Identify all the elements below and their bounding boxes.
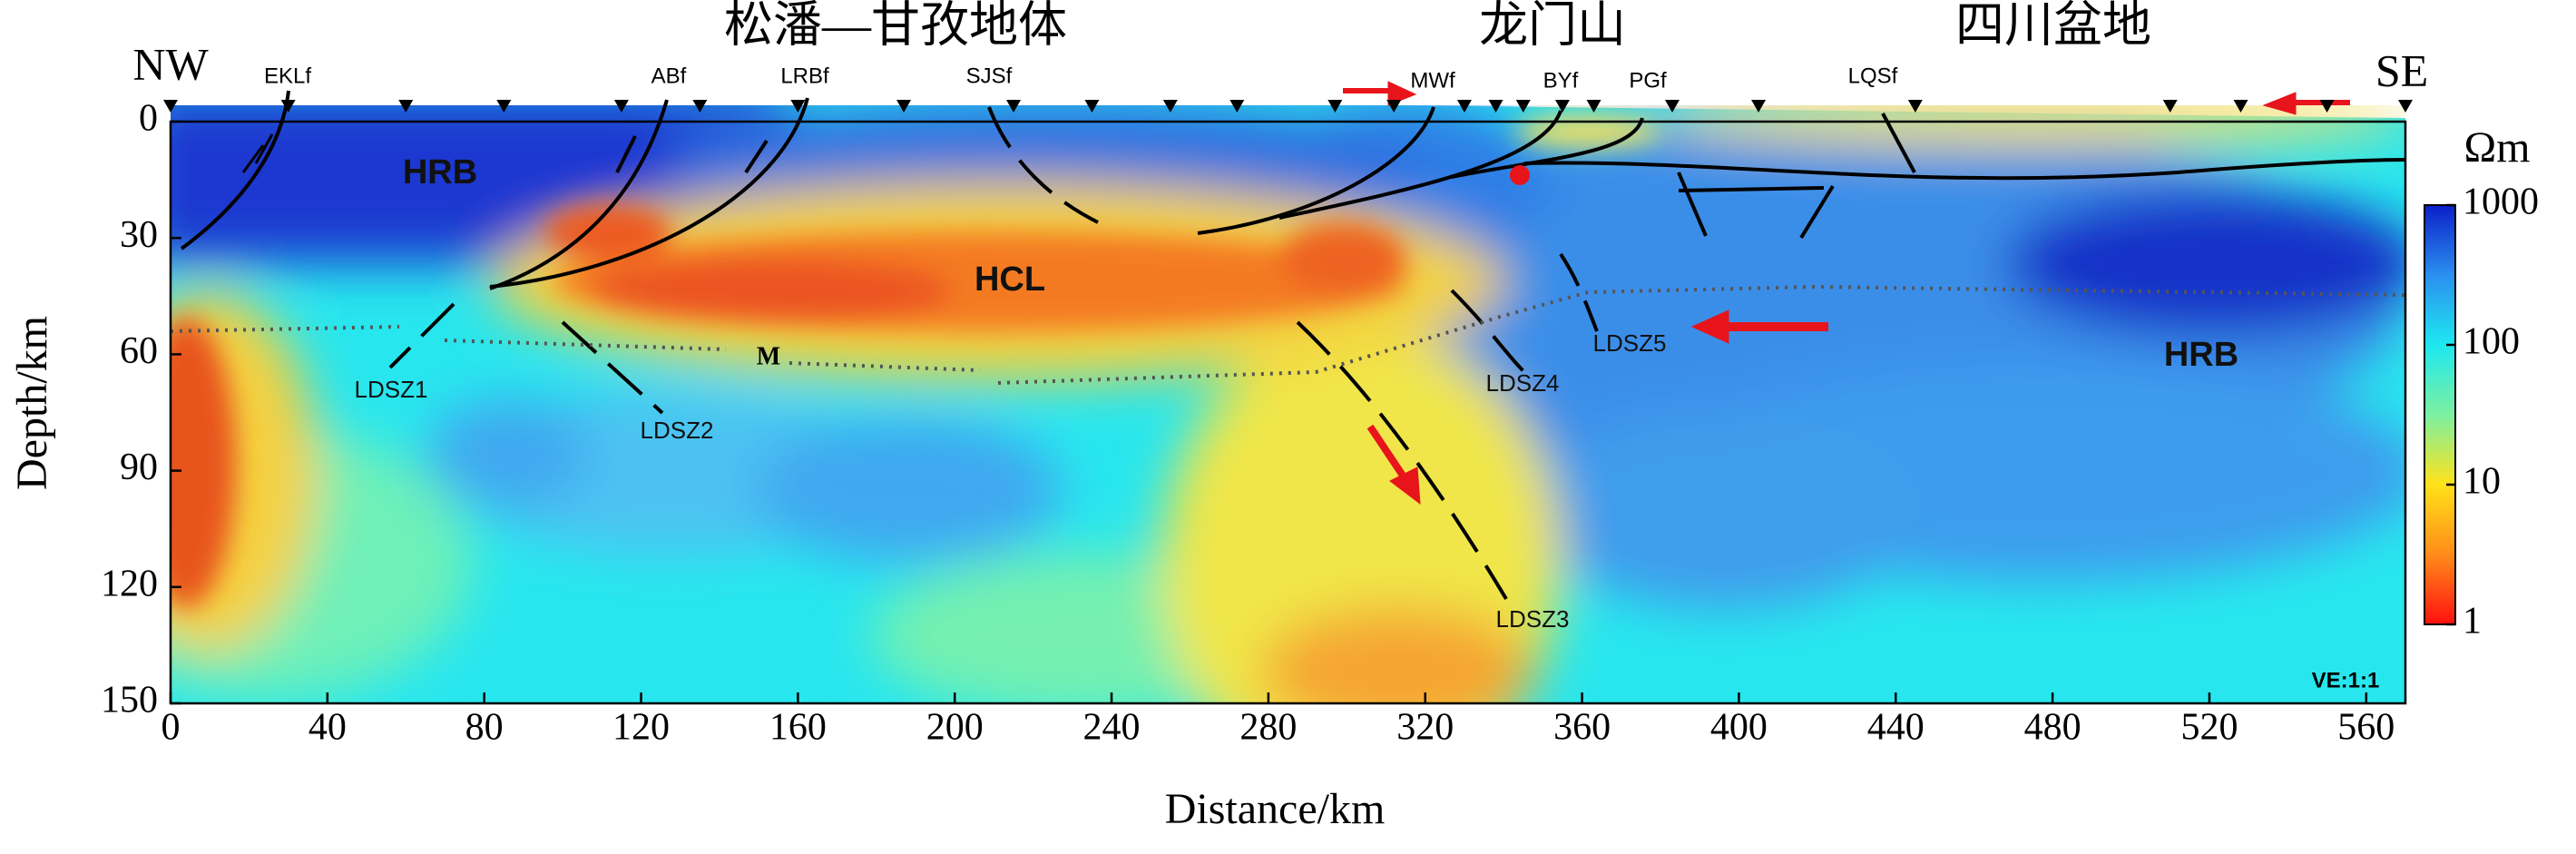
fault-label: LQSf <box>1848 64 1898 88</box>
region-label: 龙门山 <box>1479 0 1626 52</box>
stations <box>163 100 2413 113</box>
motion-arrows <box>1343 81 2350 506</box>
station <box>280 100 296 113</box>
x-tick-label: 80 <box>465 707 504 749</box>
direction-label: SE <box>2375 44 2428 95</box>
station <box>1515 100 1531 113</box>
unit-label: HRB <box>403 153 477 191</box>
station <box>398 100 414 113</box>
x-tick-label: 280 <box>1239 707 1297 749</box>
fault-lines <box>180 90 2406 601</box>
fault-label: LRBf <box>780 64 829 88</box>
station <box>613 100 629 113</box>
shear-zone-label: LDSZ2 <box>641 417 714 444</box>
region-label: 四川盆地 <box>1955 0 2151 52</box>
station <box>1386 100 1402 113</box>
x-tick-label: 560 <box>2337 707 2395 749</box>
x-tick-label: 400 <box>1710 707 1768 749</box>
x-axis-label: Distance/km <box>1165 785 1386 833</box>
station <box>1229 100 1245 113</box>
station <box>1327 100 1343 113</box>
colorbar-tick-label: 1000 <box>2463 182 2539 223</box>
station <box>1456 100 1472 113</box>
x-tick-label: 160 <box>769 707 827 749</box>
unit-label: HCL <box>975 260 1045 299</box>
station <box>163 100 178 113</box>
station <box>1488 100 1503 113</box>
x-tick-label: 120 <box>612 707 670 749</box>
colorbar-tick-label: 100 <box>2463 321 2520 363</box>
resistivity-field <box>171 105 2405 703</box>
x-tick-label: 520 <box>2180 707 2238 749</box>
shear-zone-label: LDSZ1 <box>355 376 428 403</box>
fault-label: EKLf <box>264 64 311 88</box>
shear-zone-label: LDSZ4 <box>1486 369 1560 397</box>
x-tick-label: 240 <box>1083 707 1141 749</box>
x-tick-label: 320 <box>1396 707 1454 749</box>
unit-label: HRB <box>2164 336 2238 374</box>
x-tick-label: 40 <box>309 707 347 749</box>
y-tick-label: 120 <box>101 563 158 604</box>
station <box>1554 100 1570 113</box>
x-tick-label: 0 <box>162 707 181 749</box>
region-label: 松潘—甘孜地体 <box>724 0 1067 52</box>
y-tick-label: 60 <box>120 330 158 372</box>
station <box>2233 100 2248 113</box>
colorbar-tick-label: 10 <box>2463 461 2501 503</box>
plot-frame <box>169 120 2407 705</box>
shear-zone-label: LDSZ5 <box>1593 329 1667 357</box>
scale-note: VE:1:1 <box>2312 668 2380 692</box>
x-tick-label: 200 <box>926 707 984 749</box>
station <box>896 100 912 113</box>
fault-label: MWf <box>1410 68 1455 93</box>
shear-zone-label: LDSZ3 <box>1496 605 1570 633</box>
station <box>2398 100 2413 113</box>
direction-label: NW <box>132 38 209 89</box>
station <box>2162 100 2178 113</box>
y-tick-label: 30 <box>120 214 158 256</box>
y-axis-label: Depth/km <box>8 316 56 490</box>
station <box>1084 100 1100 113</box>
moho-label: M <box>757 342 780 370</box>
fault-label: SJSf <box>966 64 1013 88</box>
y-tick-label: 150 <box>101 680 158 721</box>
station <box>692 100 708 113</box>
x-tick-label: 440 <box>1867 707 1925 749</box>
x-tick-label: 360 <box>1553 707 1611 749</box>
fault-label: ABf <box>651 64 687 88</box>
colorbar-label: Ωm <box>2463 123 2530 172</box>
y-tick-label: 90 <box>120 447 158 488</box>
station <box>1751 100 1767 113</box>
station <box>1907 100 1923 113</box>
station <box>1162 100 1178 113</box>
station <box>790 100 806 113</box>
colorbar-tick-label: 1 <box>2463 601 2482 643</box>
station <box>1664 100 1680 113</box>
colorbar <box>2424 204 2456 625</box>
y-tick-label: 0 <box>139 98 158 140</box>
station <box>1006 100 1022 113</box>
x-tick-label: 480 <box>2024 707 2081 749</box>
fault-label: PGf <box>1629 68 1667 93</box>
station <box>1586 100 1601 113</box>
fault-label: BYf <box>1543 68 1579 93</box>
station <box>496 100 512 113</box>
station <box>2319 100 2335 113</box>
